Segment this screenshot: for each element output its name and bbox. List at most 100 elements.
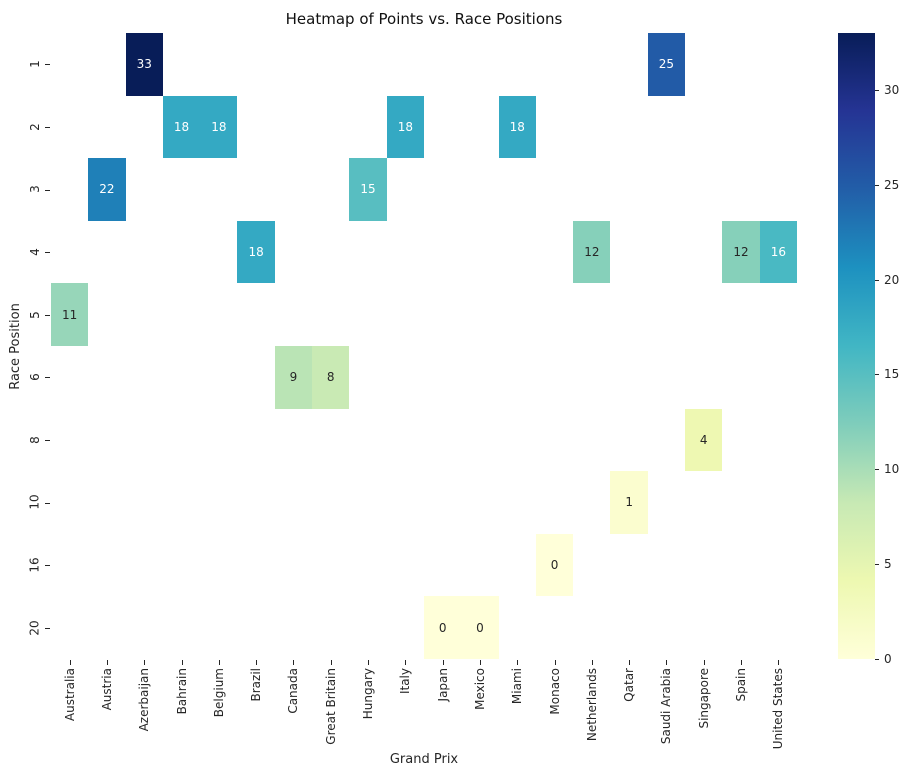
- heatmap-cell: [498, 220, 536, 284]
- y-tick-mark: [45, 252, 50, 254]
- heatmap-cell: [386, 471, 424, 534]
- heatmap-cell: [125, 158, 163, 221]
- heatmap-cell: [759, 408, 797, 472]
- heatmap-cell: [162, 220, 201, 284]
- heatmap-cell: [237, 345, 275, 409]
- heatmap-cell: [274, 408, 313, 472]
- heatmap-cell: [759, 596, 797, 659]
- heatmap-cell: [722, 345, 760, 409]
- x-tick-label: Monaco: [547, 668, 562, 715]
- y-tick-mark: [45, 439, 50, 441]
- cell-value: 18: [211, 119, 227, 134]
- heatmap-cell: [200, 596, 238, 659]
- cell-value: 33: [136, 57, 152, 72]
- cell-value: 9: [289, 370, 298, 385]
- y-tick-text: 3: [27, 185, 42, 194]
- heatmap-cell: [498, 596, 536, 659]
- heatmap-cell: [51, 158, 89, 221]
- heatmap-cell: [461, 283, 499, 346]
- heatmap-cell: [610, 345, 648, 409]
- heatmap-cell: [498, 283, 536, 346]
- heatmap-cell: [685, 596, 723, 659]
- colorbar-tick-mark: [875, 184, 879, 186]
- heatmap-cell: [312, 158, 350, 221]
- y-tick-text: 8: [27, 436, 42, 444]
- heatmap-cell: [423, 345, 462, 409]
- y-tick-label: 2: [26, 96, 44, 159]
- colorbar-tick-label: 30: [884, 82, 900, 97]
- cell-value: 1: [625, 495, 633, 510]
- heatmap-cell: [423, 408, 462, 472]
- x-tick-mark: [554, 660, 556, 665]
- x-tick-mark: [368, 660, 370, 665]
- heatmap-cell: [685, 471, 723, 534]
- heatmap-cell: 9: [274, 345, 313, 409]
- y-tick-text: 6: [27, 373, 42, 382]
- heatmap-cell: [722, 95, 760, 159]
- heatmap-cell: [386, 220, 424, 284]
- heatmap-cell: [349, 95, 387, 159]
- y-tick-mark: [45, 377, 50, 379]
- heatmap-cell: [88, 283, 126, 346]
- heatmap-cell: [88, 33, 126, 96]
- y-tick-label: 10: [26, 471, 44, 534]
- heatmap-cell: 16: [759, 220, 797, 284]
- heatmap-cell: [237, 408, 275, 472]
- heatmap-cell: [722, 283, 760, 346]
- heatmap-cell: [722, 596, 760, 659]
- heatmap-cell: [685, 95, 723, 159]
- heatmap-cell: [685, 283, 723, 346]
- heatmap-cell: [274, 95, 313, 159]
- x-tick-label: Spain: [734, 668, 749, 702]
- cell-value: 4: [699, 432, 708, 447]
- heatmap-cell: [498, 471, 536, 534]
- colorbar-tick-mark: [875, 374, 879, 376]
- x-tick-label: Australia: [62, 668, 77, 722]
- y-tick-label: 5: [26, 283, 44, 346]
- heatmap-cell: [162, 283, 201, 346]
- x-tick-mark: [629, 660, 631, 665]
- heatmap-cell: [685, 220, 723, 284]
- heatmap-cell: [88, 533, 126, 597]
- x-tick-label: Brazil: [249, 668, 264, 702]
- heatmap-cell: [461, 408, 499, 472]
- x-tick-mark: [405, 660, 407, 665]
- heatmap-cell: [423, 220, 462, 284]
- heatmap-cell: [125, 596, 163, 659]
- x-tick-label: Singapore: [696, 668, 711, 729]
- heatmap-cell: [535, 33, 574, 96]
- heatmap-cell: [647, 345, 686, 409]
- heatmap-cell: [312, 596, 350, 659]
- x-tick-mark: [517, 660, 519, 665]
- x-tick-label: Austria: [99, 668, 114, 711]
- heatmap-cell: [237, 596, 275, 659]
- y-tick-mark: [45, 64, 50, 66]
- x-tick-mark: [330, 660, 332, 665]
- heatmap-cell: [573, 533, 611, 597]
- heatmap-cell: [759, 95, 797, 159]
- heatmap-cell: [88, 220, 126, 284]
- heatmap-cell: [349, 408, 387, 472]
- x-tick-label: Canada: [286, 668, 301, 714]
- heatmap-cell: [200, 283, 238, 346]
- heatmap-cell: [685, 345, 723, 409]
- heatmap-cell: [125, 408, 163, 472]
- cell-value: 18: [173, 119, 190, 134]
- heatmap-cell: [722, 408, 760, 472]
- colorbar-tick-label: 20: [884, 272, 900, 287]
- heatmap-cell: [535, 220, 574, 284]
- x-tick-mark: [703, 660, 705, 665]
- heatmap-cell: [759, 345, 797, 409]
- heatmap-cell: [647, 408, 686, 472]
- colorbar-tick-label: 15: [884, 367, 900, 382]
- heatmap-cell: [200, 220, 238, 284]
- heatmap-cell: 4: [685, 408, 723, 472]
- heatmap-cell: 18: [386, 95, 424, 159]
- x-tick-mark: [741, 660, 743, 665]
- x-tick-label: Miami: [510, 668, 525, 705]
- heatmap-cell: [125, 345, 163, 409]
- heatmap-cell: [88, 95, 126, 159]
- x-tick-mark: [666, 660, 668, 665]
- heatmap-cell: [349, 220, 387, 284]
